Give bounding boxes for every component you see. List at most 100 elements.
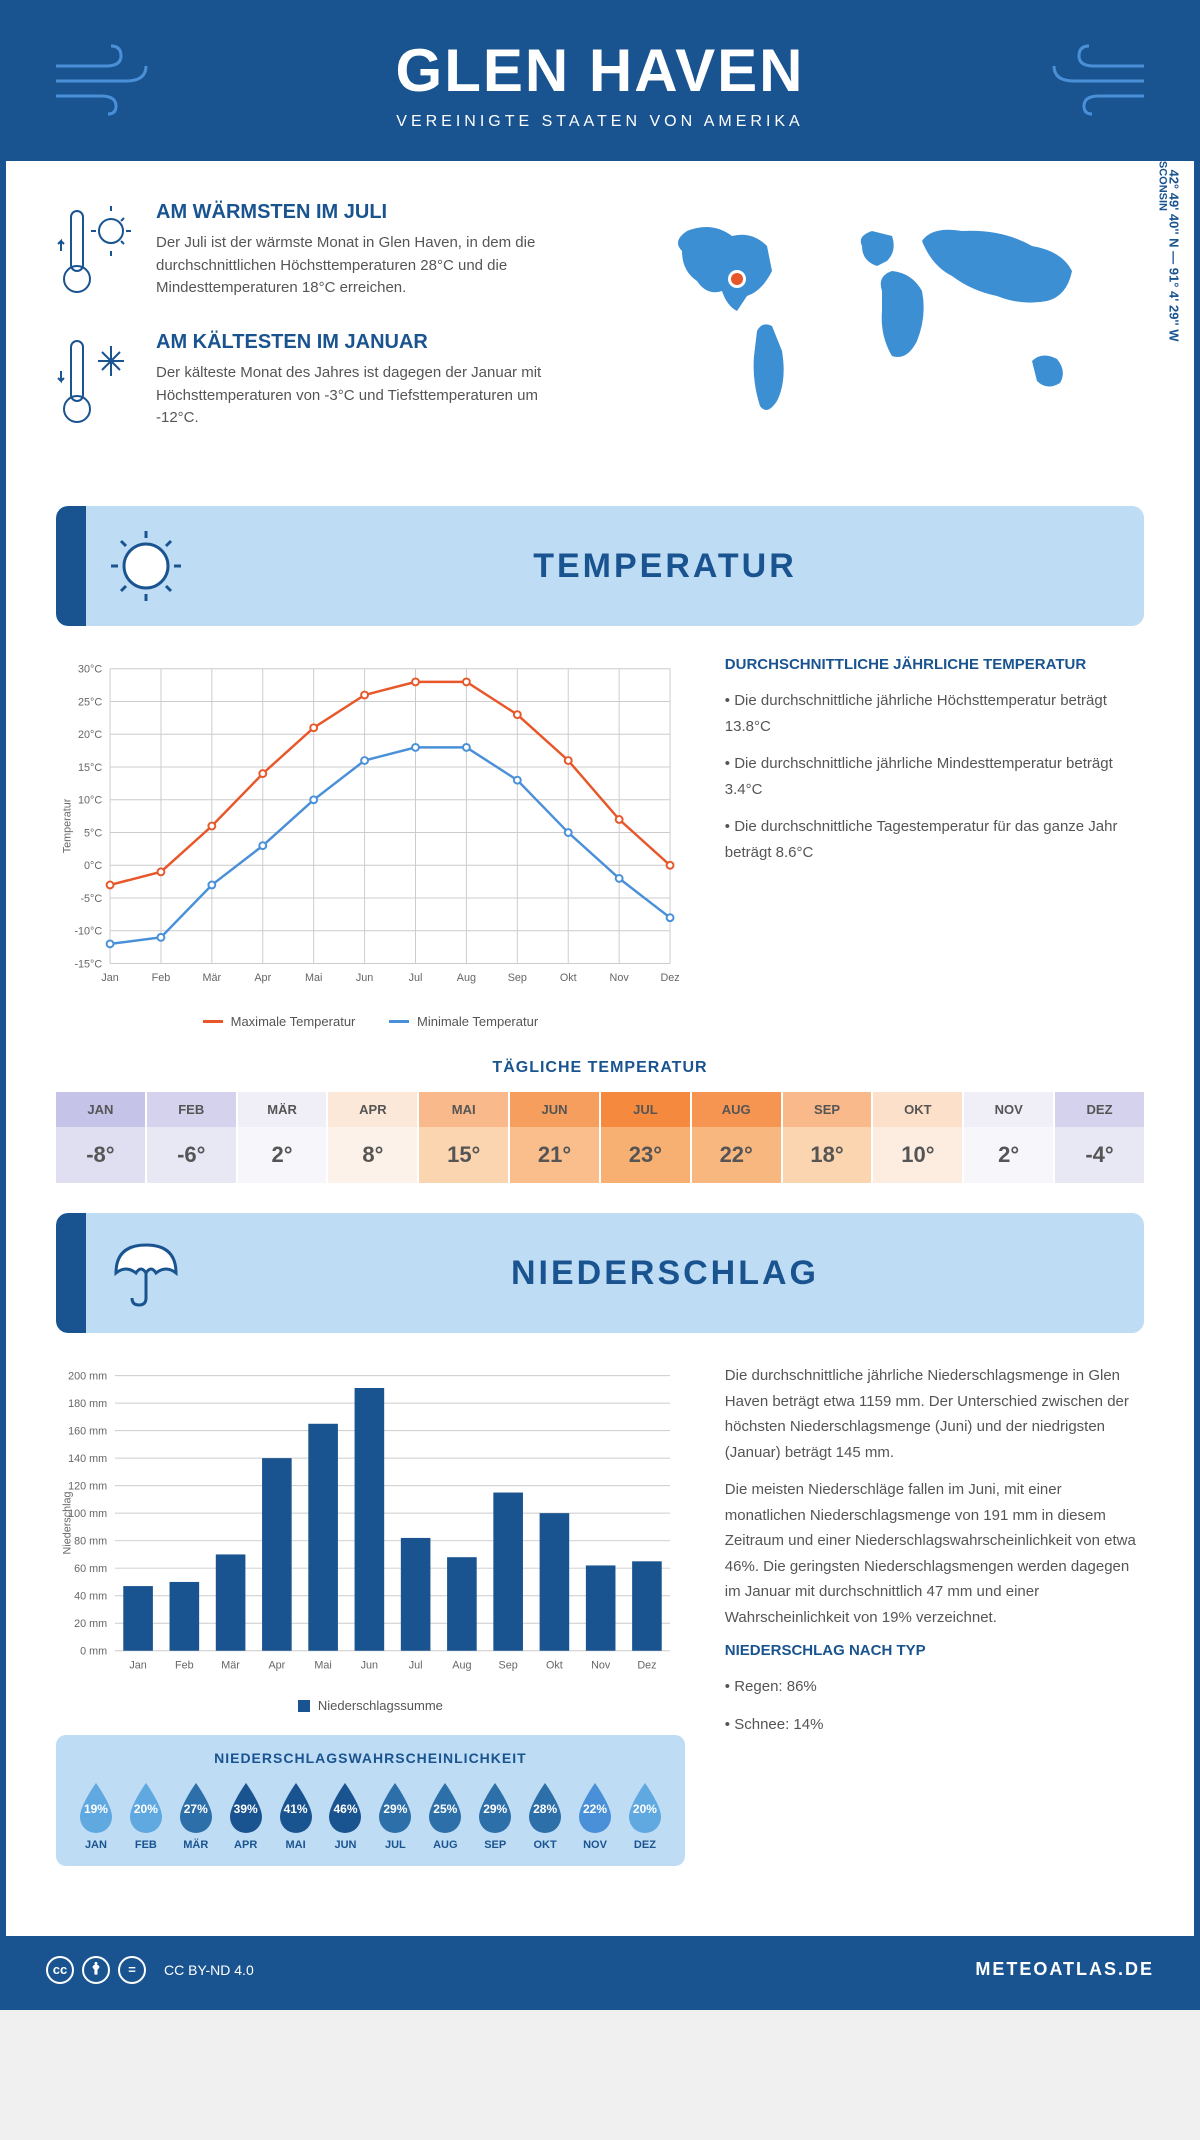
- warmest-title: AM WÄRMSTEN IM JULI: [156, 201, 580, 224]
- temp-cell: MAI 15°: [419, 1092, 510, 1183]
- coldest-title: AM KÄLTESTEN IM JANUAR: [156, 331, 580, 354]
- svg-text:30°C: 30°C: [78, 664, 102, 676]
- precip-type-heading: NIEDERSCHLAG NACH TYP: [725, 1642, 1144, 1659]
- svg-text:Sep: Sep: [508, 972, 527, 984]
- location-title: GLEN HAVEN: [26, 36, 1174, 105]
- legend-precip: Niederschlagssumme: [298, 1698, 443, 1713]
- drop-icon: 20%: [624, 1781, 666, 1833]
- svg-text:Sep: Sep: [499, 1659, 518, 1671]
- prob-item: 29% JUL: [370, 1781, 420, 1851]
- svg-text:Jun: Jun: [361, 1659, 378, 1671]
- world-map-icon: [620, 201, 1144, 461]
- svg-text:Nov: Nov: [591, 1659, 611, 1671]
- footer: cc 🛉 = CC BY-ND 4.0 METEOATLAS.DE: [6, 1936, 1194, 2004]
- content-area: AM WÄRMSTEN IM JULI Der Juli ist der wär…: [6, 161, 1194, 1936]
- temp-summary-heading: DURCHSCHNITTLICHE JÄHRLICHE TEMPERATUR: [725, 656, 1144, 673]
- legend-max: Maximale Temperatur: [203, 1014, 356, 1029]
- svg-text:15°C: 15°C: [78, 762, 102, 774]
- svg-text:Mai: Mai: [305, 972, 322, 984]
- prob-item: 27% MÄR: [171, 1781, 221, 1851]
- svg-text:Mai: Mai: [314, 1659, 331, 1671]
- coldest-block: AM KÄLTESTEN IM JANUAR Der kälteste Mona…: [56, 331, 580, 431]
- probability-title: NIEDERSCHLAGSWAHRSCHEINLICHKEIT: [71, 1750, 670, 1766]
- location-subtitle: VEREINIGTE STAATEN VON AMERIKA: [26, 113, 1174, 131]
- svg-text:5°C: 5°C: [84, 827, 102, 839]
- info-row: AM WÄRMSTEN IM JULI Der Juli ist der wär…: [56, 201, 1144, 466]
- svg-text:Jan: Jan: [101, 972, 118, 984]
- svg-text:-5°C: -5°C: [80, 893, 102, 905]
- prob-item: 25% AUG: [420, 1781, 470, 1851]
- temperature-banner: TEMPERATUR: [56, 506, 1144, 626]
- svg-text:Temperatur: Temperatur: [62, 798, 74, 853]
- prob-item: 20% DEZ: [620, 1781, 670, 1851]
- prob-item: 22% NOV: [570, 1781, 620, 1851]
- license-text: CC BY-ND 4.0: [164, 1962, 254, 1978]
- thermometer-hot-icon: [56, 201, 136, 301]
- svg-text:Jan: Jan: [129, 1659, 146, 1671]
- svg-text:Jul: Jul: [409, 972, 423, 984]
- site-name: METEOATLAS.DE: [975, 1959, 1154, 1980]
- temp-summary: DURCHSCHNITTLICHE JÄHRLICHE TEMPERATUR •…: [725, 656, 1144, 1029]
- cc-icon: cc: [46, 1956, 74, 1984]
- infographic-page: GLEN HAVEN VEREINIGTE STAATEN VON AMERIK…: [0, 0, 1200, 2010]
- precip-type-b1: • Regen: 86%: [725, 1674, 1144, 1700]
- coordinates: 42° 49' 40'' N — 91° 4' 29'' W: [1167, 169, 1182, 341]
- drop-icon: 19%: [75, 1781, 117, 1833]
- thermometer-cold-icon: [56, 331, 136, 431]
- temperature-heading: TEMPERATUR: [216, 547, 1114, 586]
- precip-p1: Die durchschnittliche jährliche Niedersc…: [725, 1363, 1144, 1465]
- temp-cell: NOV 2°: [964, 1092, 1055, 1183]
- svg-text:Aug: Aug: [452, 1659, 471, 1671]
- precip-chart-row: 0 mm20 mm40 mm60 mm80 mm100 mm120 mm140 …: [56, 1363, 1144, 1866]
- umbrella-icon: [106, 1233, 186, 1313]
- svg-text:Apr: Apr: [254, 972, 271, 984]
- svg-text:200 mm: 200 mm: [68, 1371, 107, 1383]
- temp-b1: • Die durchschnittliche jährliche Höchst…: [725, 688, 1144, 739]
- precip-p2: Die meisten Niederschläge fallen im Juni…: [725, 1477, 1144, 1630]
- svg-text:40 mm: 40 mm: [74, 1591, 107, 1603]
- svg-text:160 mm: 160 mm: [68, 1426, 107, 1438]
- svg-text:Aug: Aug: [457, 972, 476, 984]
- temp-cell: AUG 22°: [692, 1092, 783, 1183]
- svg-text:Dez: Dez: [637, 1659, 656, 1671]
- svg-text:180 mm: 180 mm: [68, 1398, 107, 1410]
- svg-text:Niederschlag: Niederschlag: [62, 1491, 74, 1554]
- by-icon: 🛉: [82, 1956, 110, 1984]
- svg-text:Feb: Feb: [175, 1659, 194, 1671]
- prob-item: 29% SEP: [470, 1781, 520, 1851]
- svg-text:Feb: Feb: [152, 972, 171, 984]
- svg-text:Okt: Okt: [560, 972, 577, 984]
- prob-item: 20% FEB: [121, 1781, 171, 1851]
- header: GLEN HAVEN VEREINIGTE STAATEN VON AMERIK…: [6, 6, 1194, 161]
- svg-text:Nov: Nov: [610, 972, 630, 984]
- drop-icon: 22%: [574, 1781, 616, 1833]
- svg-text:80 mm: 80 mm: [74, 1536, 107, 1548]
- svg-text:Dez: Dez: [660, 972, 679, 984]
- prob-item: 28% OKT: [520, 1781, 570, 1851]
- svg-text:20°C: 20°C: [78, 729, 102, 741]
- svg-text:-15°C: -15°C: [74, 958, 102, 970]
- svg-text:0°C: 0°C: [84, 860, 102, 872]
- daily-temp-table: JAN -8° FEB -6° MÄR 2° APR 8° MAI 15° JU…: [56, 1092, 1144, 1183]
- svg-text:Mär: Mär: [221, 1659, 240, 1671]
- drop-icon: 39%: [225, 1781, 267, 1833]
- wind-icon-right: [1034, 36, 1154, 116]
- info-left: AM WÄRMSTEN IM JULI Der Juli ist der wär…: [56, 201, 580, 466]
- temperature-line-chart: -15°C-10°C-5°C0°C5°C10°C15°C20°C25°C30°C…: [56, 656, 685, 996]
- precipitation-banner: NIEDERSCHLAG: [56, 1213, 1144, 1333]
- drop-icon: 25%: [424, 1781, 466, 1833]
- precip-type-b2: • Schnee: 14%: [725, 1712, 1144, 1738]
- temp-cell: FEB -6°: [147, 1092, 238, 1183]
- svg-text:Jul: Jul: [409, 1659, 423, 1671]
- svg-text:Okt: Okt: [546, 1659, 563, 1671]
- warmest-desc: Der Juli ist der wärmste Monat in Glen H…: [156, 232, 580, 300]
- temp-chart-row: -15°C-10°C-5°C0°C5°C10°C15°C20°C25°C30°C…: [56, 656, 1144, 1029]
- svg-text:100 mm: 100 mm: [68, 1508, 107, 1520]
- drop-icon: 20%: [125, 1781, 167, 1833]
- drop-icon: 27%: [175, 1781, 217, 1833]
- temp-cell: JUL 23°: [601, 1092, 692, 1183]
- temp-legend: Maximale Temperatur Minimale Temperatur: [56, 1011, 685, 1029]
- drop-icon: 29%: [474, 1781, 516, 1833]
- svg-text:Apr: Apr: [268, 1659, 285, 1671]
- temp-cell: APR 8°: [328, 1092, 419, 1183]
